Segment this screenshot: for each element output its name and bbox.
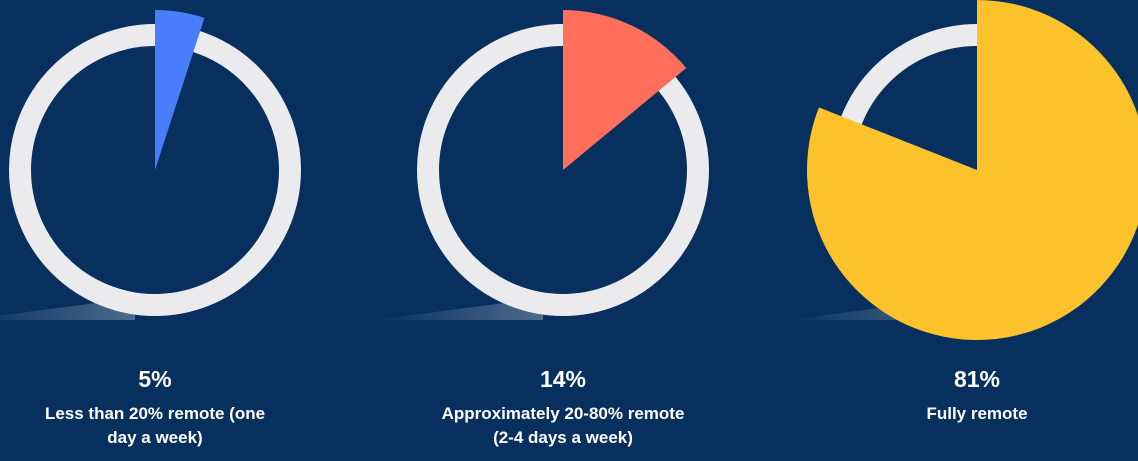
category-label: Less than 20% remote (one day a week) bbox=[44, 404, 266, 447]
category-label: Approximately 20-80% remote (2-4 days a … bbox=[441, 404, 685, 447]
value-label: 14% bbox=[539, 366, 587, 392]
glow bbox=[373, 298, 543, 320]
wedge bbox=[563, 10, 687, 170]
wedge bbox=[807, 0, 1138, 340]
value-label: 5% bbox=[138, 366, 172, 392]
value-label: 81% bbox=[953, 366, 1001, 392]
wedge bbox=[155, 10, 205, 170]
category-label: Fully remote bbox=[926, 404, 1028, 423]
